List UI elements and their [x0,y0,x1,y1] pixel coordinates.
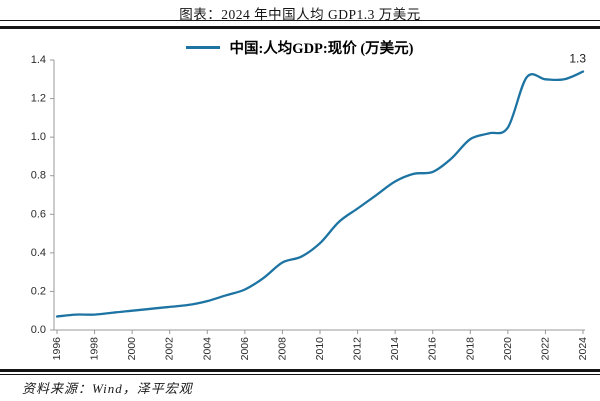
x-tick-label: 2022 [539,337,551,361]
chart-legend: 中国:人均GDP:现价 (万美元) [0,37,600,58]
x-tick-label: 2006 [239,337,251,361]
x-tick-label: 2010 [314,337,326,361]
page-title: 图表：2024 年中国人均 GDP1.3 万美元 [179,7,421,22]
x-tick-label: 2008 [276,337,288,361]
x-tick-label: 2018 [464,337,476,361]
bottom-rule-thin [0,373,600,375]
end-value-annotation: 1.3 [569,52,586,66]
y-tick-label: 0.2 [31,285,46,297]
y-tick-label: 1.4 [31,54,46,66]
legend-line-marker [186,46,221,49]
x-tick-label: 2004 [201,337,213,361]
top-rule-thick [0,26,600,29]
y-tick-label: 0.6 [31,208,46,220]
y-tick-label: 0.4 [31,247,46,259]
x-tick-label: 2002 [164,337,176,361]
y-tick-label: 0.8 [31,170,46,182]
top-rule-thin [0,20,600,21]
x-tick-label: 2000 [126,337,138,361]
x-tick-label: 2014 [389,337,401,361]
legend-label: 中国:人均GDP:现价 (万美元) [229,41,414,57]
y-tick-label: 1.0 [31,131,46,143]
x-tick-label: 1998 [89,337,101,361]
source-note: 资料来源：Wind，泽平宏观 [22,381,193,396]
x-tick-label: 2020 [502,337,514,361]
y-tick-label: 1.2 [31,93,46,105]
y-tick-label: 0.0 [31,324,46,336]
x-tick-label: 2016 [427,337,439,361]
x-tick-label: 2012 [352,337,364,361]
x-tick-label: 1996 [51,337,63,361]
gdp-line [55,70,585,318]
x-tick-label: 2024 [577,337,589,361]
bottom-rule-thick [0,369,600,372]
